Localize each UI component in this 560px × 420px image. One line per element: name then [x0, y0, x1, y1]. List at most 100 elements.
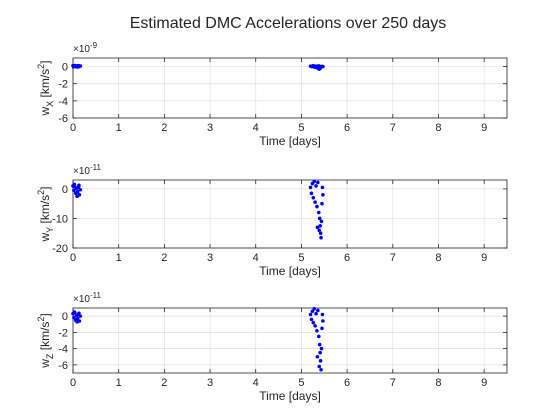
data-point [75, 194, 79, 199]
x-tick-label: 1 [116, 252, 122, 264]
data-point [319, 219, 324, 224]
y-tick-label: -4 [58, 96, 68, 108]
data-point [75, 190, 80, 194]
data-point [308, 185, 313, 190]
data-point [319, 235, 323, 240]
data-point [319, 346, 324, 351]
data-point [309, 191, 314, 196]
y-axis-label: wX [km/s2] [36, 60, 55, 116]
x-tick-label: 6 [344, 377, 350, 389]
series-points [71, 179, 325, 240]
y-tick-label: -2 [58, 327, 68, 339]
data-point [316, 308, 320, 313]
data-point [72, 310, 77, 314]
plot-area [73, 308, 507, 373]
data-point [315, 204, 319, 209]
x-tick-label: 2 [161, 122, 167, 134]
data-point [312, 307, 317, 311]
data-point [321, 319, 325, 323]
x-tick-label: 5 [298, 377, 304, 389]
data-point [318, 359, 323, 363]
y-tick-label: -20 [52, 243, 68, 255]
y-tick-label: -2 [58, 79, 68, 91]
data-point [72, 182, 77, 187]
data-point [313, 324, 317, 328]
x-tick-label: 5 [298, 252, 304, 264]
x-tick-label: 2 [161, 377, 167, 389]
x-axis-label: Time [days] [259, 264, 321, 278]
data-point [313, 200, 317, 204]
series-points [71, 63, 325, 71]
data-point [320, 326, 324, 331]
y-tick-label: -6 [58, 113, 68, 125]
x-tick-label: 0 [70, 377, 76, 389]
subplot-2: 0 1 2 3 4 5 6 7 8 9 -20 -10 0 ×10-11 Time [days] wY [km… [36, 163, 508, 278]
data-point [315, 225, 320, 230]
data-point [72, 188, 76, 193]
y-tick-label: 0 [62, 62, 68, 74]
data-point [316, 180, 320, 185]
data-point [320, 185, 325, 190]
data-point [311, 195, 316, 200]
x-tick-label: 7 [390, 122, 396, 134]
data-point [320, 312, 325, 317]
data-point [77, 311, 81, 316]
x-axis-label: Time [days] [259, 134, 321, 148]
x-tick-label: 6 [344, 122, 350, 134]
y-exponent-label: ×10-11 [73, 291, 101, 305]
data-point [316, 210, 321, 215]
data-point [317, 342, 322, 347]
x-tick-label: 3 [207, 252, 213, 264]
x-tick-label: 4 [253, 377, 259, 389]
data-point [78, 64, 83, 68]
x-tick-label: 8 [435, 122, 441, 134]
data-point [314, 311, 318, 316]
subplot-3: 0 1 2 3 4 5 6 7 8 9 -6 -4 -2 0 ×10-11 Time [days] wZ [km… [36, 291, 508, 403]
data-point [318, 65, 323, 70]
data-point [312, 179, 317, 184]
x-tick-label: 5 [298, 122, 304, 134]
data-point [318, 224, 322, 228]
x-tick-label: 3 [207, 122, 213, 134]
plot-area [73, 58, 507, 118]
data-point [309, 317, 314, 322]
x-tick-label: 1 [116, 122, 122, 134]
x-tick-label: 6 [344, 252, 350, 264]
data-point [315, 354, 320, 359]
y-exponent-label: ×10-9 [73, 41, 98, 55]
data-point [317, 216, 322, 221]
y-axis-label: wZ [km/s2] [36, 313, 55, 369]
axes-box [72, 307, 508, 374]
data-point [318, 231, 323, 236]
figure-title: Estimated DMC Accelerations over 250 day… [130, 15, 447, 32]
data-point [316, 64, 320, 68]
data-point [316, 334, 321, 339]
x-tick-label: 7 [390, 377, 396, 389]
y-axis-label: wY [km/s2] [36, 186, 55, 242]
x-tick-label: 8 [435, 377, 441, 389]
y-tick-label: 0 [62, 311, 68, 323]
plot-area [73, 180, 507, 248]
x-tick-label: 7 [390, 252, 396, 264]
x-tick-label: 4 [253, 122, 259, 134]
series-points [71, 307, 325, 372]
data-point [77, 183, 81, 188]
x-tick-label: 1 [116, 377, 122, 389]
y-tick-label: 0 [62, 184, 68, 196]
subplot-1: 0 1 2 3 4 5 6 7 8 9 -6 -4 -2 0 ×10-9 Time [days] wX [km/… [36, 41, 508, 148]
data-point [321, 192, 325, 197]
axes-box [72, 179, 508, 249]
data-point [319, 367, 323, 372]
y-tick-label: -6 [58, 360, 68, 372]
x-tick-label: 9 [481, 122, 487, 134]
data-point [315, 328, 319, 333]
data-point [314, 184, 318, 188]
data-point [317, 228, 322, 233]
data-point [78, 187, 83, 192]
data-point [318, 350, 322, 355]
x-tick-label: 9 [481, 252, 487, 264]
x-tick-label: 9 [481, 377, 487, 389]
x-tick-label: 3 [207, 377, 213, 389]
